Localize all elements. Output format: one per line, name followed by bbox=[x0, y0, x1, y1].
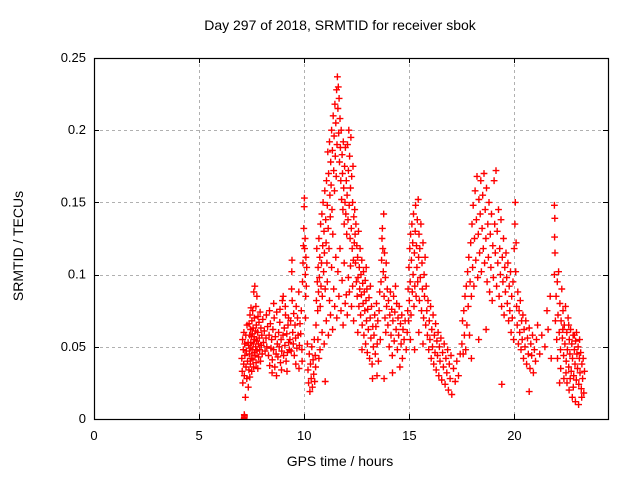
y-tick-label: 0 bbox=[79, 411, 86, 426]
y-tick-label: 0.15 bbox=[61, 194, 86, 209]
x-tick-label: 5 bbox=[195, 428, 202, 443]
x-tick-label: 20 bbox=[507, 428, 521, 443]
x-tick-label: 10 bbox=[297, 428, 311, 443]
x-axis-title: GPS time / hours bbox=[286, 453, 394, 469]
tick-labels: 0 5 10 15 20 0 0.05 0.1 0.15 0.2 0.25 bbox=[61, 50, 522, 443]
y-tick-label: 0.1 bbox=[68, 267, 86, 282]
y-axis-title: SRMTID / TECUs bbox=[10, 190, 26, 302]
x-tick-label: 15 bbox=[402, 428, 416, 443]
scatter-points bbox=[238, 73, 588, 419]
y-tick-label: 0.25 bbox=[61, 50, 86, 65]
x-tick-label: 0 bbox=[90, 428, 97, 443]
y-tick-label: 0.2 bbox=[68, 122, 86, 137]
plot-border bbox=[93, 57, 610, 421]
chart-title: Day 297 of 2018, SRMTID for receiver sbo… bbox=[204, 17, 476, 33]
y-tick-label: 0.05 bbox=[61, 339, 86, 354]
